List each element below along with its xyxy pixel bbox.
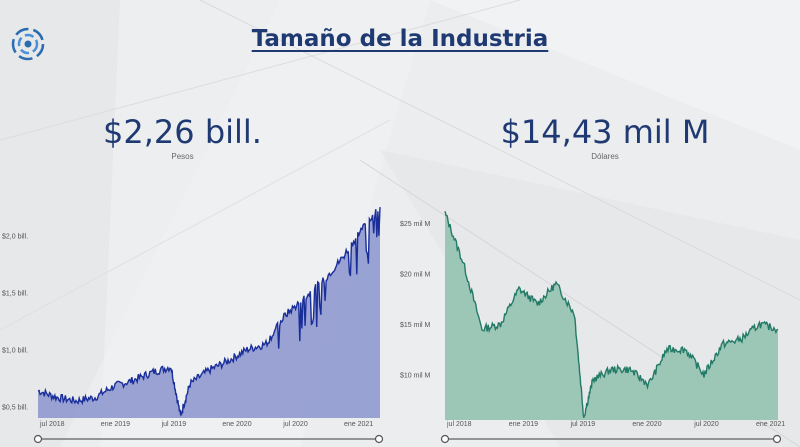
spiral-logo-icon: [11, 27, 45, 61]
kpi-value-pesos: $2,26 bill.: [103, 113, 262, 151]
data-point[interactable]: [666, 348, 668, 350]
y-tick-label: $0,5 bill.: [2, 405, 28, 412]
data-point[interactable]: [360, 229, 362, 231]
data-point[interactable]: [444, 212, 446, 214]
data-point[interactable]: [647, 383, 649, 385]
data-point[interactable]: [208, 369, 210, 371]
data-point[interactable]: [610, 368, 612, 370]
x-tick-label: ene 2020: [632, 421, 661, 428]
data-point[interactable]: [179, 415, 181, 417]
series-area: [38, 207, 380, 418]
data-point[interactable]: [703, 373, 705, 375]
y-tick-label: $1,0 bill.: [2, 348, 28, 355]
data-point[interactable]: [75, 400, 77, 402]
series-area: [445, 211, 778, 420]
data-point[interactable]: [555, 283, 557, 285]
data-point[interactable]: [481, 328, 483, 330]
x-tick-label: ene 2020: [222, 421, 251, 428]
data-point[interactable]: [37, 389, 39, 391]
x-tick-label: jul 2018: [39, 421, 65, 428]
data-point[interactable]: [322, 280, 324, 282]
x-tick-label: jul 2020: [282, 421, 308, 428]
kpi-value-dolares: $14,43 mil M: [500, 113, 710, 151]
data-point[interactable]: [758, 323, 760, 325]
data-point[interactable]: [573, 313, 575, 315]
x-tick-label: ene 2019: [509, 421, 538, 428]
data-point[interactable]: [94, 396, 96, 398]
date-range-slider-start-handle[interactable]: [440, 434, 450, 444]
data-point[interactable]: [132, 379, 134, 381]
kpi-card-pesos: $2,26 bill. Pesos: [95, 114, 270, 161]
date-range-slider-end-handle[interactable]: [374, 434, 384, 444]
date-range-slider-end-handle[interactable]: [772, 434, 782, 444]
data-point[interactable]: [56, 396, 58, 398]
data-point[interactable]: [536, 303, 538, 305]
data-point[interactable]: [777, 328, 779, 330]
x-tick-label: jul 2018: [446, 421, 472, 428]
x-tick-label: jul 2019: [161, 421, 187, 428]
data-point[interactable]: [518, 288, 520, 290]
y-tick-label: $2,0 bill.: [2, 234, 28, 241]
kpi-label-pesos: Pesos: [171, 152, 194, 161]
y-tick-label: $1,5 bill.: [2, 291, 28, 298]
data-point[interactable]: [227, 360, 229, 362]
x-tick-label: jul 2020: [693, 421, 719, 428]
data-point[interactable]: [684, 348, 686, 350]
data-point[interactable]: [151, 371, 153, 373]
dolares-area-chart[interactable]: $10 mil M $15 mil M $20 mil M $25 mil M jul …: [392, 198, 800, 447]
data-point[interactable]: [721, 343, 723, 345]
y-tick-label: $20 mil M: [400, 272, 431, 279]
data-point[interactable]: [303, 297, 305, 299]
data-point[interactable]: [284, 314, 286, 316]
page-title: Tamaño de la Industria: [251, 26, 549, 52]
x-tick-label: ene 2021: [344, 421, 373, 428]
x-tick-label: jul 2019: [570, 421, 596, 428]
series-line[interactable]: [444, 211, 779, 418]
x-tick-label: ene 2019: [101, 421, 130, 428]
pesos-area-chart[interactable]: $0,5 bill. $1,0 bill. $1,5 bill. $2,0 bill.…: [0, 185, 390, 447]
data-point[interactable]: [462, 262, 464, 264]
data-point[interactable]: [113, 385, 115, 387]
data-point[interactable]: [170, 366, 172, 368]
data-point[interactable]: [629, 368, 631, 370]
data-point[interactable]: [189, 383, 191, 385]
data-point[interactable]: [379, 206, 381, 208]
y-tick-label: $10 mil M: [400, 373, 431, 380]
series-line[interactable]: [37, 207, 381, 417]
data-point[interactable]: [592, 378, 594, 380]
data-point[interactable]: [499, 323, 501, 325]
kpi-label-dolares: Dólares: [591, 152, 619, 161]
y-tick-label: $15 mil M: [400, 322, 431, 329]
date-range-slider-start-handle[interactable]: [33, 434, 43, 444]
data-point[interactable]: [583, 416, 585, 418]
x-tick-label: ene 2021: [756, 421, 785, 428]
kpi-card-dolares: $14,43 mil M Dólares: [485, 114, 725, 161]
data-point[interactable]: [341, 257, 343, 259]
data-point[interactable]: [740, 338, 742, 340]
data-point[interactable]: [246, 348, 248, 350]
y-tick-label: $25 mil M: [400, 221, 431, 228]
data-point[interactable]: [265, 343, 267, 345]
